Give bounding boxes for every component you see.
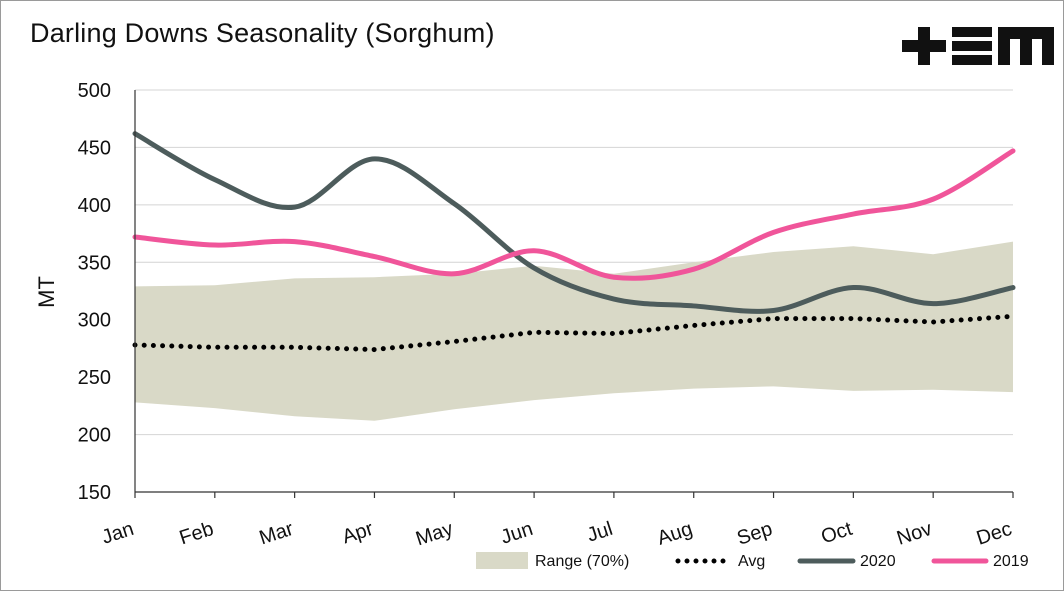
series-line-avg <box>132 313 1016 353</box>
x-tick-label-oct: Oct <box>819 518 856 549</box>
legend-avg-label: Avg <box>738 553 765 570</box>
legend-range-label: Range (70%) <box>535 553 629 570</box>
legend-2019-label: 2019 <box>993 553 1029 570</box>
legend-range-swatch <box>476 552 528 569</box>
y-tick-label: 300 <box>78 310 111 332</box>
y-tick-labels: 150 200 250 300 350 400 450 500 <box>78 80 111 504</box>
x-tick-label-dec: Dec <box>974 518 1015 550</box>
x-tick-labels: Jan Feb Mar Apr May Jun Jul Aug Sep Oct Nov Dec <box>99 518 1014 551</box>
x-tick-label-apr: Apr <box>340 518 377 549</box>
chart-title: Darling Downs Seasonality (Sorghum) <box>30 18 495 48</box>
x-tick-label-jul: Jul <box>584 518 615 547</box>
x-tick-label-mar: Mar <box>257 518 297 550</box>
y-tick-label: 150 <box>78 482 111 504</box>
series-group <box>132 131 1016 353</box>
series-line-2019 <box>132 148 1016 281</box>
y-tick-label: 200 <box>78 425 111 447</box>
x-tick-label-jan: Jan <box>99 518 136 549</box>
y-tick-label: 250 <box>78 367 111 389</box>
y-tick-label: 350 <box>78 252 111 274</box>
axes <box>134 90 1014 498</box>
legend-2020-label: 2020 <box>860 553 896 570</box>
x-tick-label-jun: Jun <box>498 518 535 549</box>
y-tick-label: 400 <box>78 195 111 217</box>
x-tick-label-aug: Aug <box>655 518 696 550</box>
legend: Range (70%) Avg 2020 2019 <box>476 552 1029 570</box>
x-tick-label-feb: Feb <box>177 518 217 550</box>
brand-logo <box>902 27 1054 65</box>
series-line-2020 <box>132 131 1016 314</box>
y-tick-label: 450 <box>78 137 111 159</box>
y-tick-label: 500 <box>78 80 111 102</box>
x-tick-label-sep: Sep <box>734 518 775 550</box>
x-tick-label-may: May <box>413 518 456 551</box>
x-tick-label-nov: Nov <box>894 518 935 550</box>
y-axis-label: MT <box>34 276 59 308</box>
